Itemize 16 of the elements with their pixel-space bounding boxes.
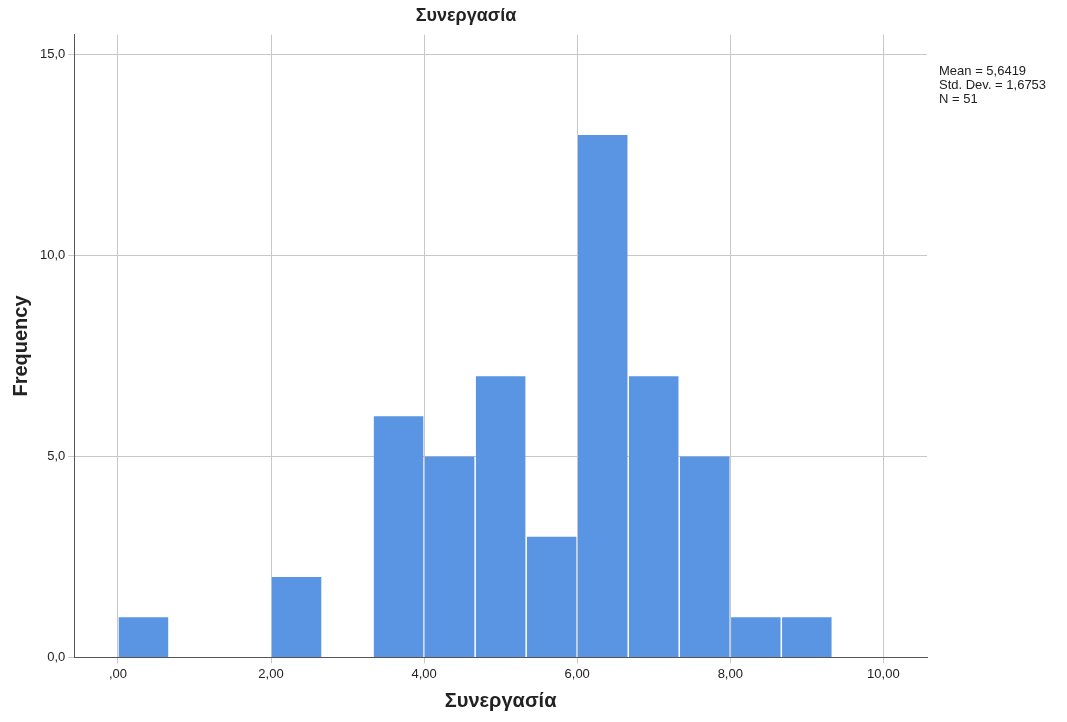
chart-title: Συνεργασία (415, 4, 517, 25)
x-tick-label: 6,00 (564, 665, 590, 681)
y-tick-label: 10,0 (39, 247, 66, 263)
x-tick-label: 2,00 (258, 665, 284, 681)
x-tick-label: 10,00 (867, 665, 900, 681)
x-tick-label: ,00 (108, 665, 127, 681)
y-tick-label: 15,0 (39, 46, 66, 62)
text: Mean = 5,6419 (939, 62, 1027, 78)
y-tick-label: 5,0 (47, 448, 66, 464)
y-tick-label: 0,0 (47, 648, 66, 664)
text: N = 51 (939, 90, 978, 106)
x-tick-label: 8,00 (717, 665, 743, 681)
x-tick-label: 4,00 (411, 665, 437, 681)
text: Std. Dev. = 1,6753 (939, 76, 1047, 92)
x-axis-title: Συνεργασία (444, 688, 558, 711)
y-axis-title: Frequency (8, 294, 31, 397)
